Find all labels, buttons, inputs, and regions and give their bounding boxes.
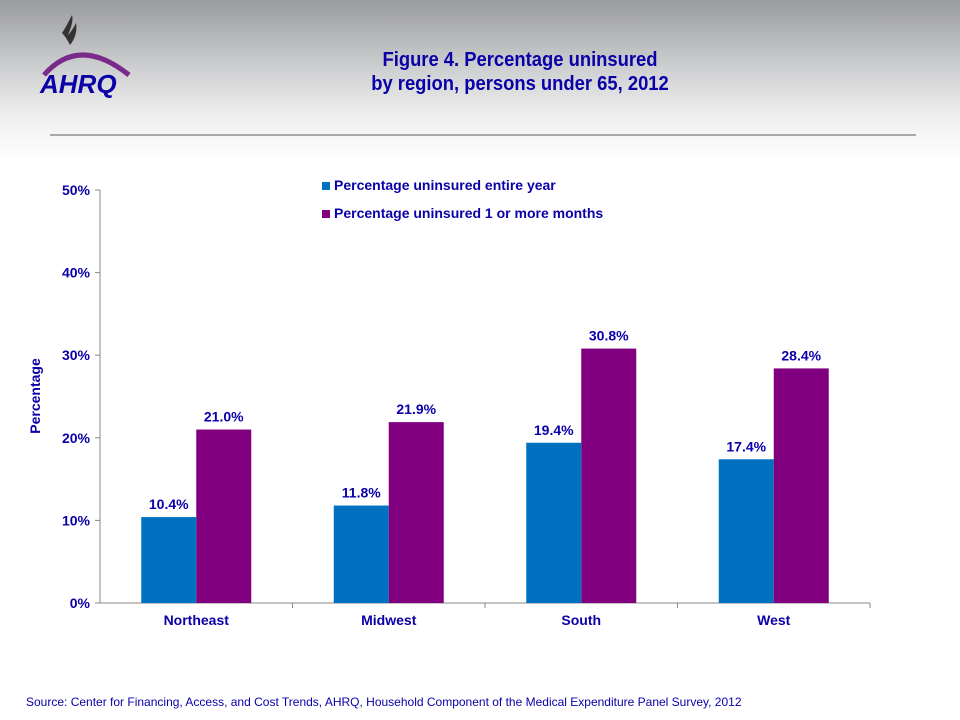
bar-one-or-more-months — [388, 422, 444, 603]
data-label: 11.8% — [342, 485, 381, 501]
legend-swatch — [322, 210, 330, 218]
x-tick-label: South — [561, 612, 601, 628]
bar-one-or-more-months — [196, 429, 252, 603]
data-label: 21.9% — [396, 401, 436, 417]
data-label: 17.4% — [726, 438, 766, 454]
bar-entire-year — [141, 517, 197, 603]
bar-one-or-more-months — [773, 368, 829, 603]
svg-text:AHRQ: AHRQ — [39, 69, 117, 99]
legend-swatch — [322, 182, 330, 190]
x-tick-label: Northeast — [164, 612, 230, 628]
data-label: 21.0% — [204, 409, 244, 425]
bar-entire-year — [526, 442, 582, 603]
legend-label: Percentage uninsured entire year — [334, 177, 556, 193]
data-label: 30.8% — [589, 328, 629, 344]
y-tick-label: 30% — [62, 347, 91, 363]
y-tick-label: 10% — [62, 512, 91, 528]
legend-label: Percentage uninsured 1 or more months — [334, 205, 603, 221]
source-note: Source: Center for Financing, Access, an… — [26, 695, 742, 709]
y-tick-label: 0% — [70, 595, 91, 611]
y-tick-label: 50% — [62, 182, 91, 198]
y-axis-label: Percentage — [27, 358, 43, 434]
data-label: 28.4% — [781, 347, 821, 363]
hhs-eagle-icon — [62, 15, 77, 45]
data-label: 10.4% — [149, 496, 189, 512]
y-tick-label: 20% — [62, 430, 91, 446]
data-label: 19.4% — [534, 422, 574, 438]
bar-one-or-more-months — [581, 348, 637, 603]
bar-entire-year — [333, 505, 389, 603]
x-tick-label: Midwest — [361, 612, 417, 628]
title-line-2: by region, persons under 65, 2012 — [371, 73, 669, 95]
x-tick-label: West — [757, 612, 791, 628]
ahrq-logo: AHRQ — [39, 15, 131, 99]
bar-entire-year — [718, 459, 774, 603]
title-line-1: Figure 4. Percentage uninsured — [382, 49, 658, 71]
divider — [50, 134, 916, 136]
chart-title: Figure 4. Percentage uninsured by region… — [318, 48, 723, 96]
y-tick-label: 40% — [62, 265, 91, 281]
